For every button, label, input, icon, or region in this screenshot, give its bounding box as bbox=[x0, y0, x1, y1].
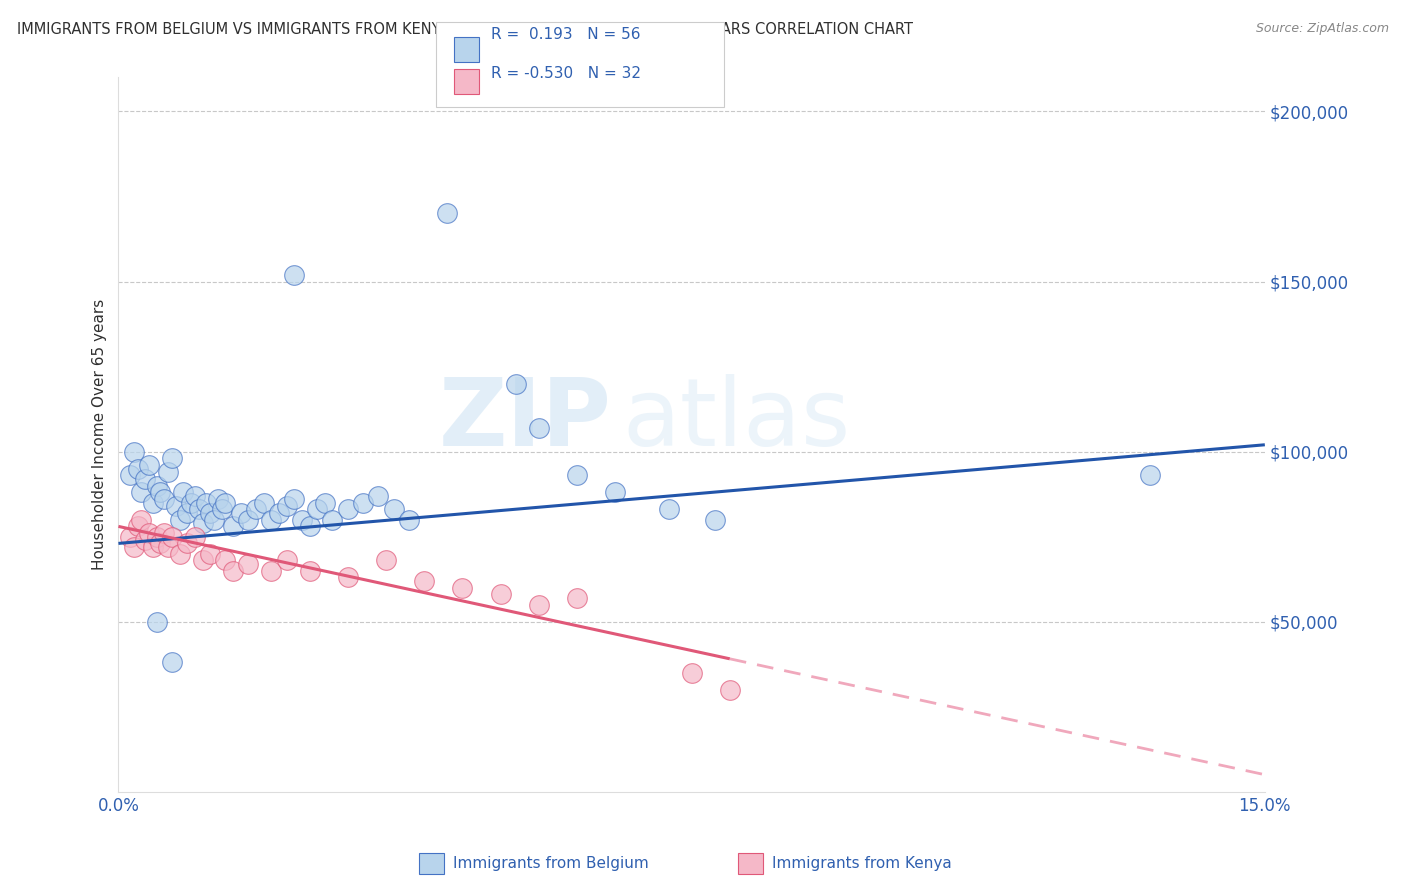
Point bbox=[374, 553, 396, 567]
Point bbox=[505, 376, 527, 391]
Point bbox=[184, 530, 207, 544]
Point bbox=[276, 553, 298, 567]
Point bbox=[118, 530, 141, 544]
Point bbox=[157, 465, 180, 479]
Point bbox=[169, 547, 191, 561]
Point bbox=[160, 451, 183, 466]
Point bbox=[658, 502, 681, 516]
Point bbox=[703, 513, 725, 527]
Point bbox=[180, 495, 202, 509]
Point bbox=[149, 485, 172, 500]
Point bbox=[314, 495, 336, 509]
Point bbox=[131, 513, 153, 527]
Text: Source: ZipAtlas.com: Source: ZipAtlas.com bbox=[1256, 22, 1389, 36]
Point bbox=[145, 615, 167, 629]
Point bbox=[191, 553, 214, 567]
Point bbox=[222, 564, 245, 578]
Point bbox=[298, 564, 321, 578]
Point bbox=[165, 499, 187, 513]
Point bbox=[413, 574, 436, 588]
Text: IMMIGRANTS FROM BELGIUM VS IMMIGRANTS FROM KENYA HOUSEHOLDER INCOME OVER 65 YEAR: IMMIGRANTS FROM BELGIUM VS IMMIGRANTS FR… bbox=[17, 22, 912, 37]
Point bbox=[260, 564, 283, 578]
Point bbox=[321, 513, 343, 527]
Point bbox=[145, 478, 167, 492]
Point bbox=[336, 502, 359, 516]
Point bbox=[451, 581, 474, 595]
Point bbox=[565, 468, 588, 483]
Point bbox=[131, 485, 153, 500]
Text: Immigrants from Kenya: Immigrants from Kenya bbox=[772, 856, 952, 871]
Point bbox=[145, 530, 167, 544]
Point bbox=[527, 421, 550, 435]
Point bbox=[276, 499, 298, 513]
Point bbox=[382, 502, 405, 516]
Point bbox=[336, 570, 359, 584]
Point bbox=[118, 468, 141, 483]
Point bbox=[718, 682, 741, 697]
Point bbox=[138, 526, 160, 541]
Point bbox=[367, 489, 389, 503]
Point bbox=[489, 587, 512, 601]
Point bbox=[122, 444, 145, 458]
Point bbox=[157, 540, 180, 554]
Point bbox=[565, 591, 588, 605]
Point bbox=[436, 206, 458, 220]
Point bbox=[176, 506, 198, 520]
Y-axis label: Householder Income Over 65 years: Householder Income Over 65 years bbox=[93, 299, 107, 570]
Point bbox=[187, 502, 209, 516]
Point bbox=[352, 495, 374, 509]
Point bbox=[527, 598, 550, 612]
Point bbox=[298, 519, 321, 533]
Point bbox=[267, 506, 290, 520]
Point bbox=[245, 502, 267, 516]
Point bbox=[134, 472, 156, 486]
Point bbox=[238, 513, 260, 527]
Point bbox=[184, 489, 207, 503]
Point bbox=[127, 519, 149, 533]
Point bbox=[238, 557, 260, 571]
Point bbox=[253, 495, 276, 509]
Point bbox=[229, 506, 252, 520]
Point bbox=[222, 519, 245, 533]
Point bbox=[153, 492, 176, 507]
Point bbox=[153, 526, 176, 541]
Point bbox=[134, 533, 156, 547]
Point bbox=[195, 495, 218, 509]
Point bbox=[202, 513, 225, 527]
Point bbox=[142, 540, 165, 554]
Point bbox=[605, 485, 627, 500]
Point bbox=[172, 485, 194, 500]
Point bbox=[207, 492, 229, 507]
Point bbox=[198, 506, 221, 520]
Text: R = -0.530   N = 32: R = -0.530 N = 32 bbox=[491, 66, 641, 80]
Point bbox=[214, 553, 236, 567]
Point bbox=[214, 495, 236, 509]
Text: ZIP: ZIP bbox=[439, 375, 612, 467]
Point bbox=[291, 513, 314, 527]
Point bbox=[149, 536, 172, 550]
Text: atlas: atlas bbox=[623, 375, 851, 467]
Text: Immigrants from Belgium: Immigrants from Belgium bbox=[453, 856, 648, 871]
Point bbox=[260, 513, 283, 527]
Point bbox=[398, 513, 420, 527]
Point bbox=[198, 547, 221, 561]
Point bbox=[191, 516, 214, 530]
Point bbox=[169, 513, 191, 527]
Point bbox=[283, 268, 305, 282]
Point bbox=[307, 502, 329, 516]
Point bbox=[211, 502, 233, 516]
Point bbox=[160, 656, 183, 670]
Text: R =  0.193   N = 56: R = 0.193 N = 56 bbox=[491, 28, 640, 42]
Point bbox=[160, 530, 183, 544]
Point bbox=[142, 495, 165, 509]
Point bbox=[176, 536, 198, 550]
Point bbox=[1139, 468, 1161, 483]
Point bbox=[122, 540, 145, 554]
Point bbox=[283, 492, 305, 507]
Point bbox=[138, 458, 160, 473]
Point bbox=[681, 665, 703, 680]
Point bbox=[127, 461, 149, 475]
